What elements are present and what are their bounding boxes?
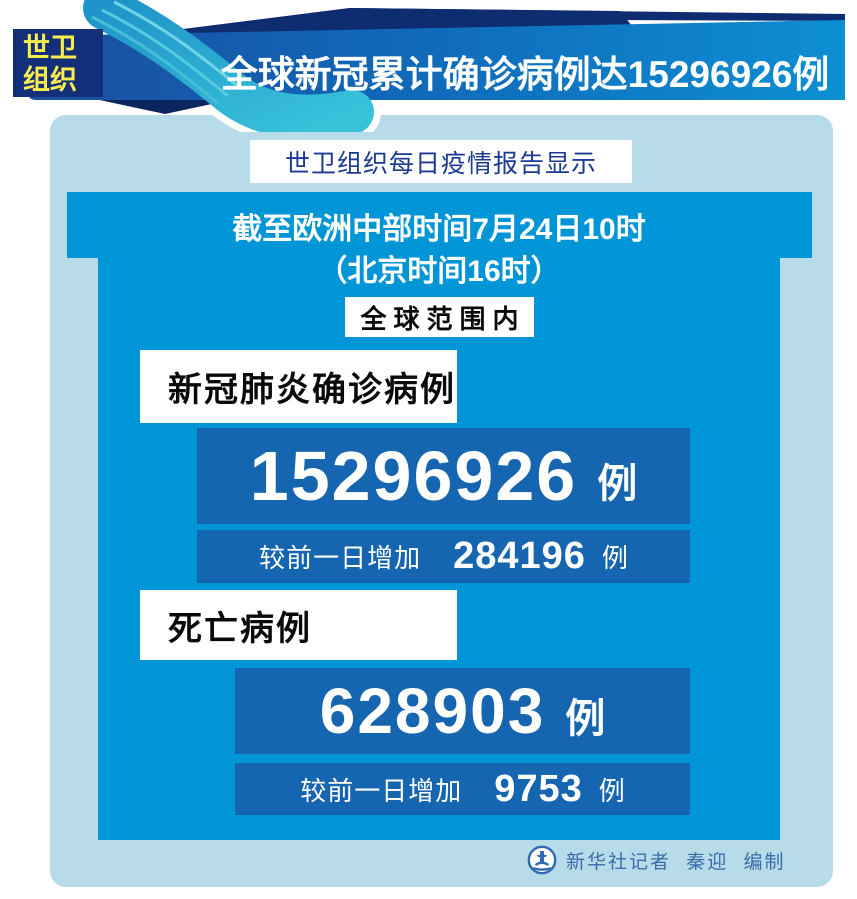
- footer-credit: 新华社记者 秦迎 编制: [527, 842, 786, 878]
- confirmed-cases-total: 15296926: [249, 437, 578, 515]
- confirmed-cases-label: 新冠肺炎确诊病例: [168, 371, 456, 409]
- confirmed-delta-unit: 例: [601, 543, 628, 573]
- header-ribbon-decoration: [28, 0, 845, 132]
- footer-credit-text: 新华社记者 秦迎 编制: [566, 851, 786, 873]
- report-source-box: 世卫组织每日疫情报告显示: [250, 140, 632, 183]
- report-source-text: 世卫组织每日疫情报告显示: [284, 149, 597, 178]
- death-delta-value: 9753: [494, 767, 583, 810]
- death-delta-label: 较前一日增加: [300, 775, 463, 806]
- confirmed-delta-label: 较前一日增加: [259, 543, 422, 573]
- confirmed-cases-total-box: 15296926 例: [197, 428, 690, 524]
- scope-text: 全球范围内: [360, 303, 526, 334]
- death-cases-label-box: 死亡病例: [140, 590, 457, 660]
- timestamp-line2: （北京时间16时）: [317, 255, 561, 288]
- confirmed-delta-value: 284196: [453, 535, 586, 577]
- confirmed-cases-unit: 例: [597, 462, 638, 506]
- death-delta-unit: 例: [598, 775, 625, 806]
- scope-box: 全球范围内: [345, 297, 534, 337]
- timestamp-line1: 截至欧洲中部时间7月24日10时: [232, 213, 646, 246]
- who-badge-line1: 世卫: [23, 33, 77, 63]
- death-cases-total-box: 628903 例: [235, 668, 690, 754]
- death-cases-unit: 例: [565, 697, 606, 741]
- death-cases-delta-box: 较前一日增加 9753 例: [235, 763, 690, 815]
- death-cases-total: 628903: [319, 675, 546, 747]
- page-title: 全球新冠累计确诊病例达15296926例: [220, 54, 830, 95]
- confirmed-cases-label-box: 新冠肺炎确诊病例: [140, 350, 457, 423]
- who-badge-line2: 组织: [23, 65, 77, 95]
- xinhua-logo-icon: [527, 845, 557, 875]
- who-badge: 世卫 组织: [13, 29, 103, 97]
- confirmed-cases-delta-box: 较前一日增加 284196 例: [197, 530, 690, 583]
- death-cases-label: 死亡病例: [168, 609, 312, 648]
